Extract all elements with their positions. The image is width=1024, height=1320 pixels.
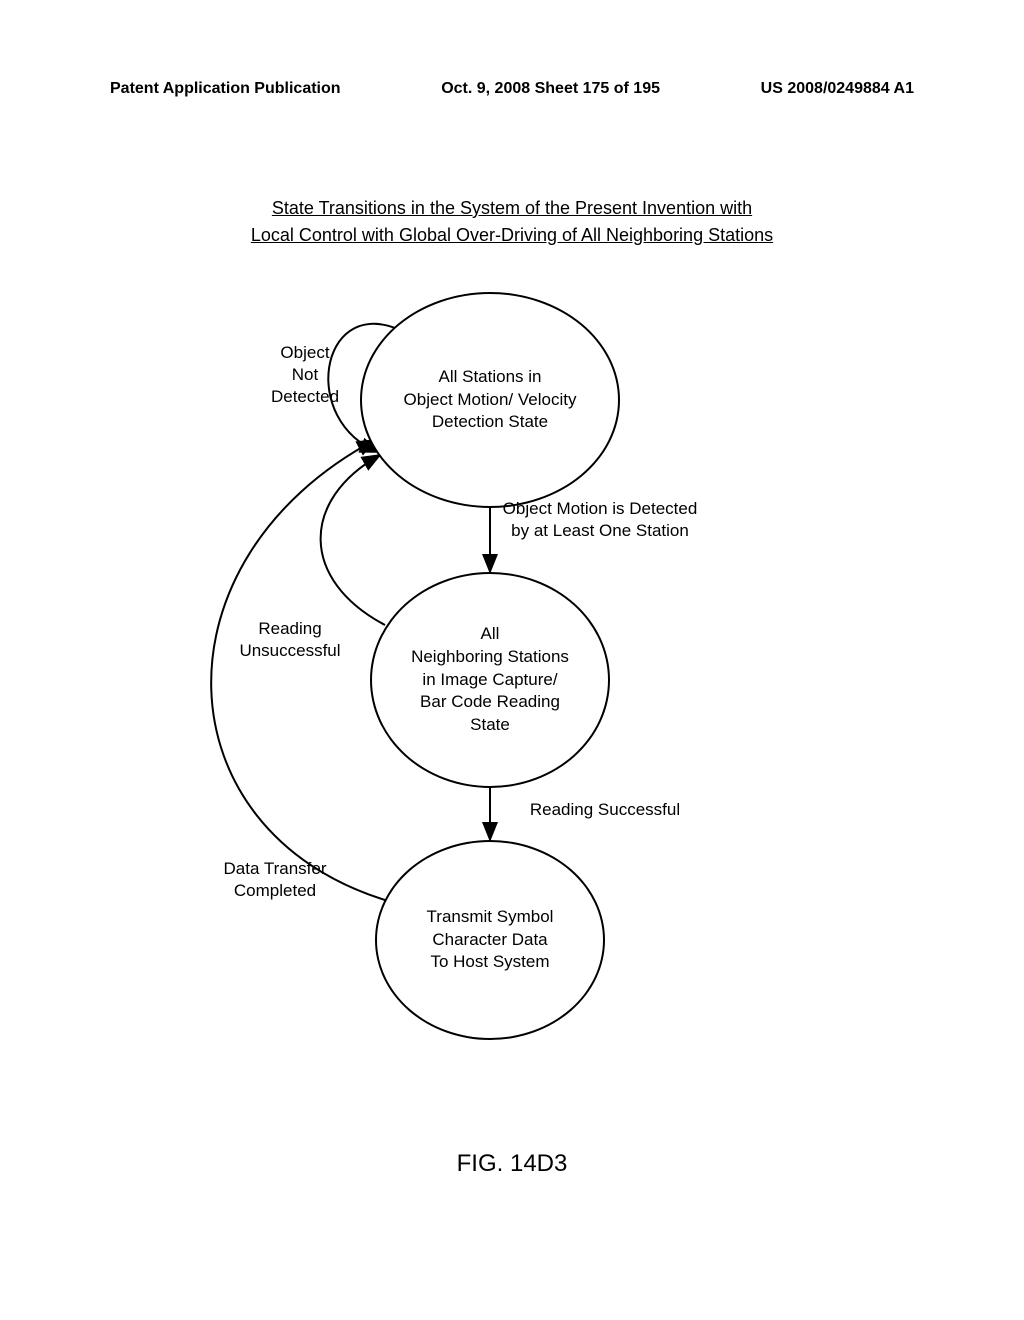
state-diagram: All Stations inObject Motion/ VelocityDe…	[0, 280, 1024, 1140]
transition-label: Object Motion is Detectedby at Least One…	[503, 498, 698, 542]
figure-caption: FIG. 14D3	[0, 1150, 1024, 1178]
header-center: Oct. 9, 2008 Sheet 175 of 195	[441, 80, 660, 98]
transition-arrow	[321, 455, 385, 625]
title-line-1: State Transitions in the System of the P…	[0, 195, 1024, 222]
page-header: Patent Application Publication Oct. 9, 2…	[0, 80, 1024, 98]
diagram-title: State Transitions in the System of the P…	[0, 195, 1024, 249]
state-node: All Stations inObject Motion/ VelocityDe…	[360, 292, 620, 508]
transition-label: Data TransferCompleted	[224, 858, 327, 902]
transition-arrow	[211, 440, 385, 900]
transition-label: ObjectNotDetected	[271, 342, 339, 408]
state-label: AllNeighboring Stationsin Image Capture/…	[399, 623, 581, 738]
state-label: Transmit SymbolCharacter DataTo Host Sys…	[415, 906, 566, 975]
state-node: Transmit SymbolCharacter DataTo Host Sys…	[375, 840, 605, 1040]
transition-label: ReadingUnsuccessful	[239, 618, 340, 662]
header-left: Patent Application Publication	[110, 80, 341, 98]
title-line-2: Local Control with Global Over-Driving o…	[0, 222, 1024, 249]
transition-label: Reading Successful	[530, 799, 680, 821]
header-right: US 2008/0249884 A1	[761, 80, 914, 98]
state-node: AllNeighboring Stationsin Image Capture/…	[370, 572, 610, 788]
state-label: All Stations inObject Motion/ VelocityDe…	[392, 366, 589, 435]
